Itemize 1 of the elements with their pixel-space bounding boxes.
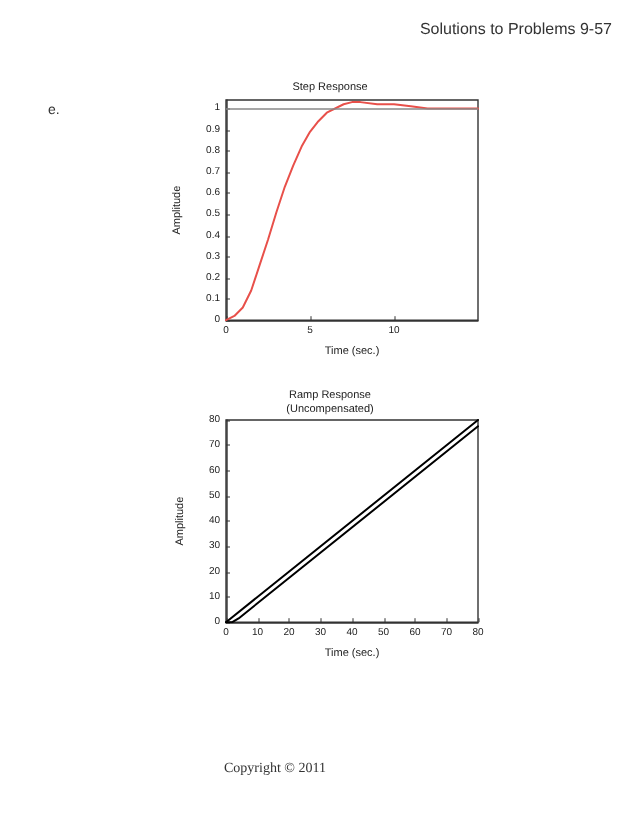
text: Solutions to Problems 9-57 [419,20,612,38]
